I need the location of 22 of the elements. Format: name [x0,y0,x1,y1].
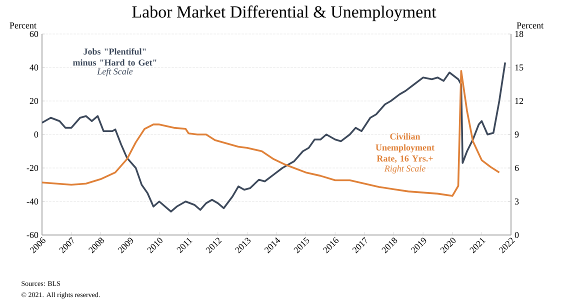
y2-tick-label: 9 [514,131,519,138]
text: Jobs "Plentiful" minus "Hard to Get" [72,48,156,66]
y-tick-label: 0 [34,131,38,138]
y2-tick-label: 18 [515,30,524,38]
y2-axis-title: Percent [516,22,544,28]
text: Civilian Unemployment Rate, 16 Yrs.+ [376,133,434,163]
chart-title: Labor Market Differential & Unemployment [132,6,436,22]
y-tick-label: 20 [30,98,38,104]
y-tick-label: 60 [30,30,38,38]
y2-tick-label: 6 [514,164,519,172]
y2-tick-label: 0 [514,232,519,238]
y2-tick-label: 3 [514,198,519,205]
y-axis-title: Percent [10,22,36,28]
y-tick-label: 40 [30,64,38,71]
y2-tick-label: 15 [515,64,524,71]
y-tick-label: -60 [26,232,38,238]
y-tick-label: -40 [26,198,38,205]
y-tick-label: -20 [26,164,38,172]
annotation: Right Scale [384,165,426,174]
y2-tick-label: 12 [515,98,524,104]
annotation: Left Scale [97,68,133,76]
x-tick-label: 2011 [176,238,192,254]
